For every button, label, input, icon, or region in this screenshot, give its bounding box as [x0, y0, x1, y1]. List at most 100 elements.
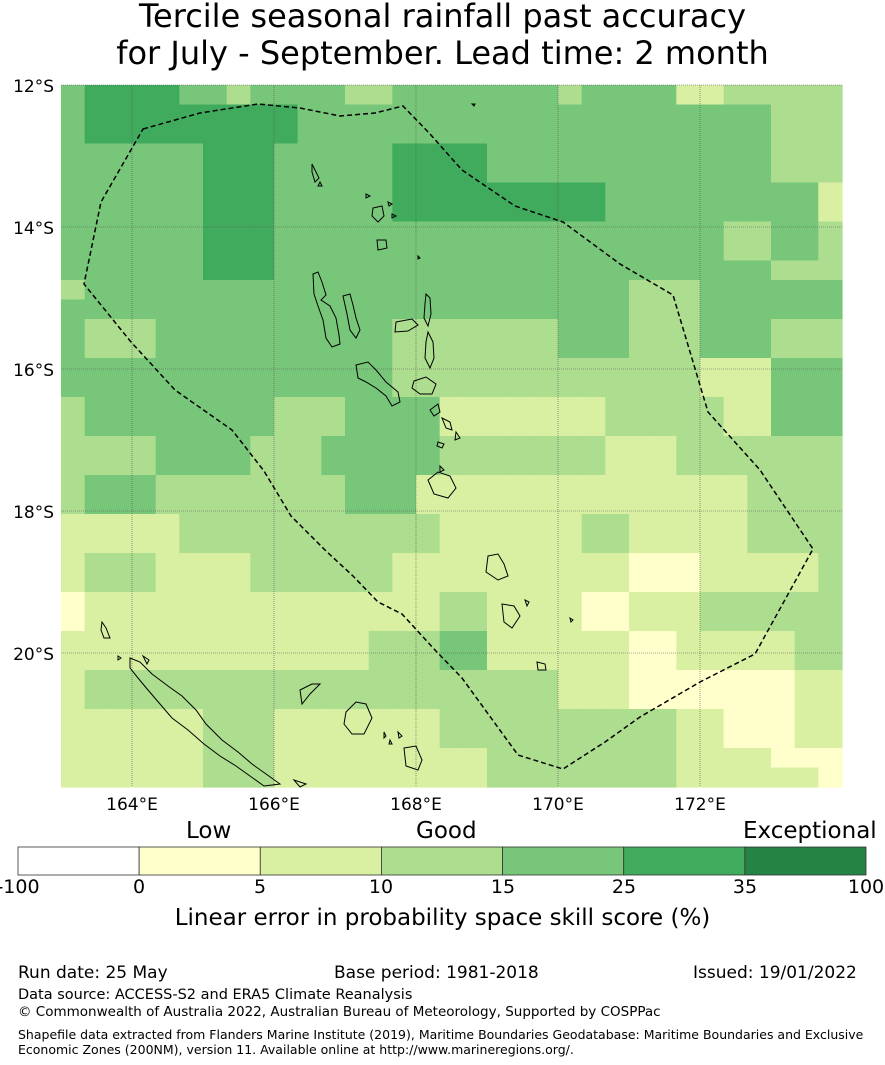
skill-cell: [463, 767, 488, 788]
issued-date: Issued: 19/01/2022: [693, 963, 857, 983]
colorbar-swatch: [502, 846, 625, 876]
skill-cell: [581, 221, 606, 242]
skill-cell: [676, 358, 701, 379]
skill-cell: [321, 85, 346, 106]
skill-cell: [771, 728, 796, 749]
skill-cell: [61, 377, 86, 398]
skill-cell: [274, 514, 299, 535]
skill-cell: [297, 182, 322, 203]
skill-cell: [771, 85, 796, 106]
skill-cell: [297, 436, 322, 457]
skill-cell: [605, 553, 630, 574]
skill-cell: [108, 533, 133, 554]
skill-cell: [274, 670, 299, 691]
skill-cell: [179, 611, 204, 632]
skill-cell: [416, 377, 441, 398]
skill-cell: [179, 202, 204, 223]
skill-cell: [250, 319, 275, 340]
skill-cell: [439, 728, 464, 749]
skill-cell: [368, 124, 393, 145]
skill-cell: [463, 494, 488, 515]
skill-cell: [61, 436, 86, 457]
skill-cell: [487, 202, 512, 223]
skill-cell: [250, 124, 275, 145]
skill-cell: [297, 260, 322, 281]
skill-cell: [274, 748, 299, 769]
skill-cell: [463, 241, 488, 262]
skill-cell: [794, 689, 819, 710]
skill-cell: [392, 689, 417, 710]
skill-cell: [226, 475, 251, 496]
skill-cell: [416, 475, 441, 496]
skill-cell: [794, 494, 819, 515]
skill-cell: [226, 416, 251, 437]
skill-cell: [487, 475, 512, 496]
chart-title-line1: Tercile seasonal rainfall past accuracy: [138, 0, 747, 35]
skill-cell: [203, 124, 228, 145]
skill-cell: [108, 221, 133, 242]
skill-cell: [676, 182, 701, 203]
skill-cell: [439, 85, 464, 106]
skill-cell: [61, 748, 86, 769]
skill-cell: [700, 650, 725, 671]
skill-cell: [84, 202, 109, 223]
skill-cell: [132, 475, 157, 496]
skill-cell: [132, 416, 157, 437]
skill-cell: [463, 260, 488, 281]
colorbar-title: Linear error in probability space skill …: [174, 905, 711, 931]
skill-cell: [723, 592, 748, 613]
skill-cell: [510, 299, 535, 320]
skill-cell: [108, 397, 133, 418]
skill-cell: [747, 572, 772, 593]
skill-cell: [818, 767, 843, 788]
skill-cell: [274, 689, 299, 710]
skill-cell: [487, 260, 512, 281]
skill-cell: [274, 611, 299, 632]
skill-cell: [652, 241, 677, 262]
skill-cell: [676, 202, 701, 223]
skill-cell: [392, 670, 417, 691]
skill-cell: [463, 397, 488, 418]
skill-cell: [723, 514, 748, 535]
skill-cell: [132, 611, 157, 632]
skill-cell: [155, 397, 180, 418]
lat-label-12s: 12°S: [13, 77, 54, 97]
shapefile-credit-line1: Shapefile data extracted from Flanders M…: [18, 1027, 864, 1042]
skill-cell: [203, 689, 228, 710]
lat-label-20s: 20°S: [13, 645, 54, 665]
skill-cell: [155, 689, 180, 710]
skill-cell: [274, 494, 299, 515]
skill-cell: [463, 202, 488, 223]
skill-cell: [818, 104, 843, 125]
skill-cell: [818, 221, 843, 242]
skill-cell: [747, 709, 772, 730]
skill-cell: [345, 494, 370, 515]
skill-cell: [108, 767, 133, 788]
skill-cell: [558, 650, 583, 671]
skill-cell: [700, 143, 725, 164]
skill-cell: [132, 397, 157, 418]
skill-cell: [321, 260, 346, 281]
skill-cell: [250, 241, 275, 262]
skill-cell: [132, 377, 157, 398]
skill-cell: [581, 494, 606, 515]
skill-cell: [250, 182, 275, 203]
skill-cell: [463, 670, 488, 691]
skill-cell: [605, 709, 630, 730]
skill-cell: [676, 416, 701, 437]
skill-cell: [700, 163, 725, 184]
skill-cell: [416, 416, 441, 437]
skill-cell: [250, 202, 275, 223]
skill-cell: [629, 592, 654, 613]
colorbar-swatch: [259, 846, 382, 876]
skill-cell: [652, 689, 677, 710]
skill-cell: [203, 143, 228, 164]
skill-cell: [203, 299, 228, 320]
skill-cell: [439, 611, 464, 632]
skill-cell: [771, 163, 796, 184]
skill-cell: [463, 377, 488, 398]
skill-cell: [676, 553, 701, 574]
skill-cell: [226, 338, 251, 359]
skill-cell: [558, 397, 583, 418]
skill-cell: [84, 104, 109, 125]
